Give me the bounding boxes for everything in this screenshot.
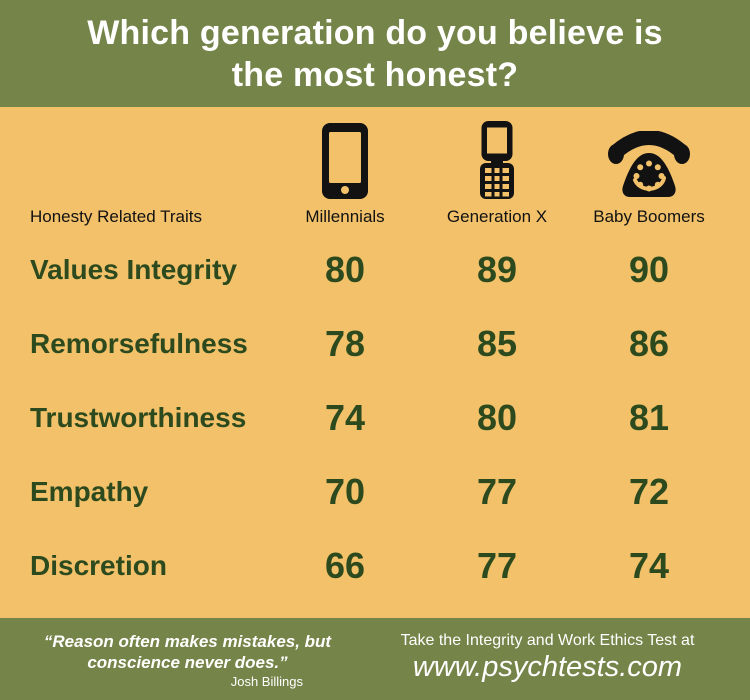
column-label-generation-x: Generation X [446,207,548,226]
table-row: Values Integrity 80 89 90 [0,233,750,307]
quote-block: “Reason often makes mistakes, but consci… [0,618,375,700]
trait-label: Values Integrity [30,254,237,285]
value-cell: 77 [476,545,518,586]
value-cell: 74 [628,545,670,586]
rotary-phone-icon [608,131,690,197]
table-row: Empathy 70 77 72 [0,455,750,529]
value-cell: 90 [628,249,670,290]
value-cell: 80 [476,397,518,438]
table-row: Trustworthiness 74 80 81 [0,381,750,455]
value-cell: 81 [628,397,670,438]
icon-row [0,107,750,201]
title-line-1: Which generation do you believe is [87,14,663,52]
footer: “Reason often makes mistakes, but consci… [0,618,750,700]
value-cell: 78 [324,323,366,364]
table-row: Remorsefulness 78 85 86 [0,307,750,381]
value-cell: 80 [324,249,366,290]
column-label-baby-boomers: Baby Boomers [593,207,705,226]
page-title: Which generation do you believe is the m… [0,12,750,96]
trait-label: Trustworthiness [30,402,247,433]
cta-block: Take the Integrity and Work Ethics Test … [375,618,720,700]
value-cell: 85 [476,323,518,364]
millennials-icon-cell [269,107,421,201]
value-cell: 77 [476,471,518,512]
generation-x-icon-cell [421,107,573,201]
trait-label: Discretion [30,550,167,581]
title-line-2: the most honest? [231,56,519,94]
value-cell: 66 [324,545,366,586]
trait-label: Remorsefulness [30,328,248,359]
column-label-row: Honesty Related Traits Millennials Gener… [0,201,750,233]
flip-phone-icon [480,121,514,199]
value-cell: 86 [628,323,670,364]
baby-boomers-icon-cell [573,107,725,201]
value-cell: 70 [324,471,366,512]
value-cell: 72 [628,471,670,512]
row-header-label: Honesty Related Traits [30,207,202,226]
quote-line-2: conscience never does.” [87,653,288,672]
icon-row-spacer [0,107,269,201]
value-cell: 89 [476,249,518,290]
quote-line-1: “Reason often makes mistakes, but [43,632,332,651]
column-label-millennials: Millennials [305,207,385,226]
value-cell: 74 [324,397,366,438]
quote-author: Josh Billings [230,674,303,689]
header: Which generation do you believe is the m… [0,0,750,107]
cta-text: Take the Integrity and Work Ethics Test … [400,632,695,649]
smartphone-icon [322,123,368,199]
site-url: www.psychtests.com [412,651,683,683]
trait-label: Empathy [30,476,149,507]
table-row: Discretion 66 77 74 [0,529,750,603]
